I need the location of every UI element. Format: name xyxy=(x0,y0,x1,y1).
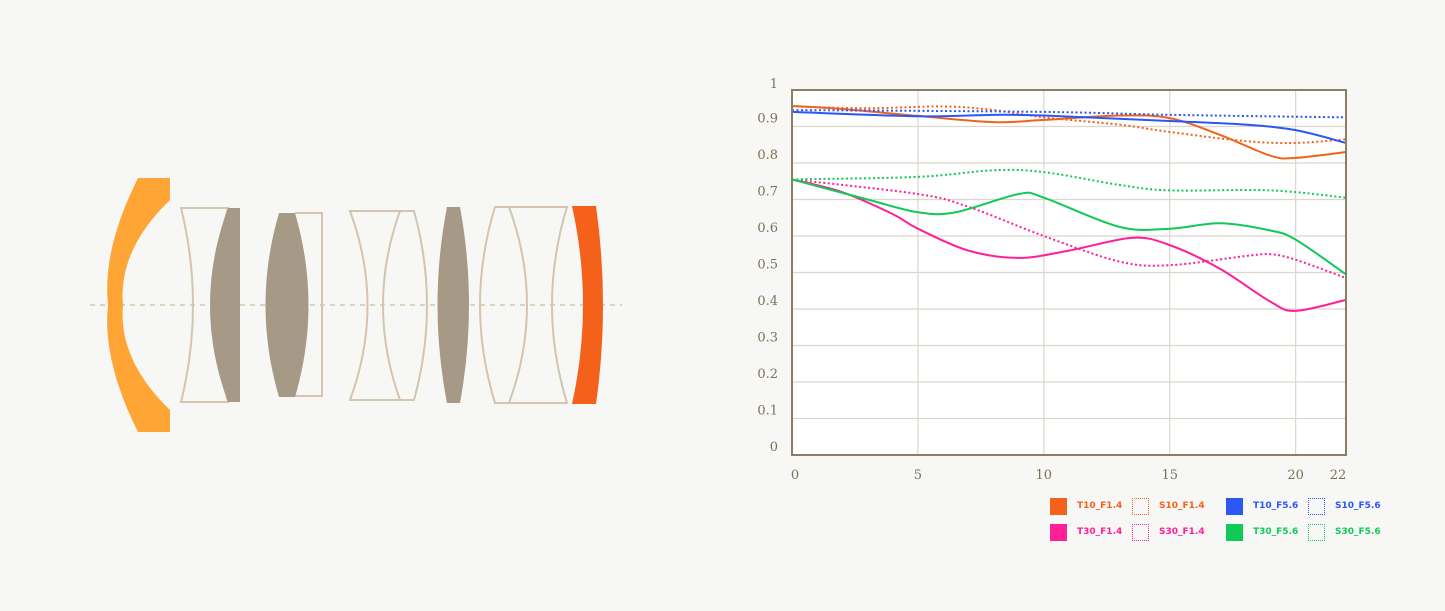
x-tick-label: 22 xyxy=(1330,468,1347,483)
y-tick-label: 0 xyxy=(770,440,778,455)
legend-item: S10_F5.6 xyxy=(1308,497,1388,515)
plot-frame xyxy=(791,89,1347,456)
series-t10-f5-6 xyxy=(791,110,1347,144)
legend-label: S10_F5.6 xyxy=(1335,501,1381,511)
series-s10-f1-4 xyxy=(791,105,1347,145)
series-s30-f1-4 xyxy=(791,178,1347,279)
y-tick-label: 0.7 xyxy=(757,185,778,200)
legend-swatch xyxy=(1050,523,1067,541)
x-tick-label: 10 xyxy=(1036,468,1053,483)
y-tick-label: 1 xyxy=(770,77,778,92)
y-tick-label: 0.2 xyxy=(757,367,778,382)
legend-label: T10_F5.6 xyxy=(1253,501,1299,511)
y-tick-label: 0.4 xyxy=(757,294,778,309)
legend-label: S30_F5.6 xyxy=(1335,527,1381,537)
legend-swatch xyxy=(1226,523,1243,541)
legend-swatch xyxy=(1226,497,1243,515)
lens-element-9 xyxy=(572,206,603,404)
legend-item: S30_F1.4 xyxy=(1132,523,1226,541)
legend-swatch xyxy=(1308,497,1325,515)
lens-element-5 xyxy=(265,213,309,397)
lens-element-6 xyxy=(348,210,428,401)
legend-item: T30_F1.4 xyxy=(1050,523,1132,541)
legend-swatch xyxy=(1050,497,1067,515)
x-tick-label: 20 xyxy=(1287,468,1304,483)
x-tick-label: 0 xyxy=(791,468,799,483)
y-tick-label: 0.9 xyxy=(757,112,778,127)
legend-swatch xyxy=(1132,523,1149,541)
lens-element-4 xyxy=(295,212,323,397)
lens-element-3 xyxy=(210,208,240,402)
legend-label: T10_F1.4 xyxy=(1077,501,1123,511)
x-tick-label: 5 xyxy=(914,468,922,483)
legend-item: S10_F1.4 xyxy=(1132,497,1226,515)
lens-diagram xyxy=(90,178,622,432)
legend: T10_F1.4 S10_F1.4 T10_F5.6 S10_F5.6 T30_F1.4… xyxy=(1050,497,1388,541)
plot-area xyxy=(792,90,1346,455)
series-t10-f1-4 xyxy=(791,105,1347,160)
lens-element-1 xyxy=(107,178,170,432)
legend-item: T30_F5.6 xyxy=(1226,523,1308,541)
legend-swatch xyxy=(1132,497,1149,515)
y-tick-label: 0.8 xyxy=(757,148,778,163)
legend-item: S30_F5.6 xyxy=(1308,523,1388,541)
y-tick-label: 0.6 xyxy=(757,221,778,236)
lens-element-7 xyxy=(437,207,469,403)
y-tick-label: 0.5 xyxy=(757,258,778,273)
legend-label: T30_F1.4 xyxy=(1077,527,1123,537)
series-t30-f5-6 xyxy=(791,178,1347,276)
legend-label: S10_F1.4 xyxy=(1159,501,1205,511)
y-tick-label: 0.3 xyxy=(757,331,778,346)
series-s10-f5-6 xyxy=(791,109,1347,119)
legend-label: T30_F5.6 xyxy=(1253,527,1299,537)
legend-swatch xyxy=(1308,523,1325,541)
x-tick-label: 15 xyxy=(1161,468,1178,483)
y-tick-label: 0.1 xyxy=(757,404,778,419)
legend-label: S30_F1.4 xyxy=(1159,527,1205,537)
lens-element-8 xyxy=(479,206,569,404)
series-s30-f5-6 xyxy=(791,168,1347,199)
series-t30-f1-4 xyxy=(791,178,1347,312)
legend-item: T10_F1.4 xyxy=(1050,497,1132,515)
legend-item: T10_F5.6 xyxy=(1226,497,1308,515)
